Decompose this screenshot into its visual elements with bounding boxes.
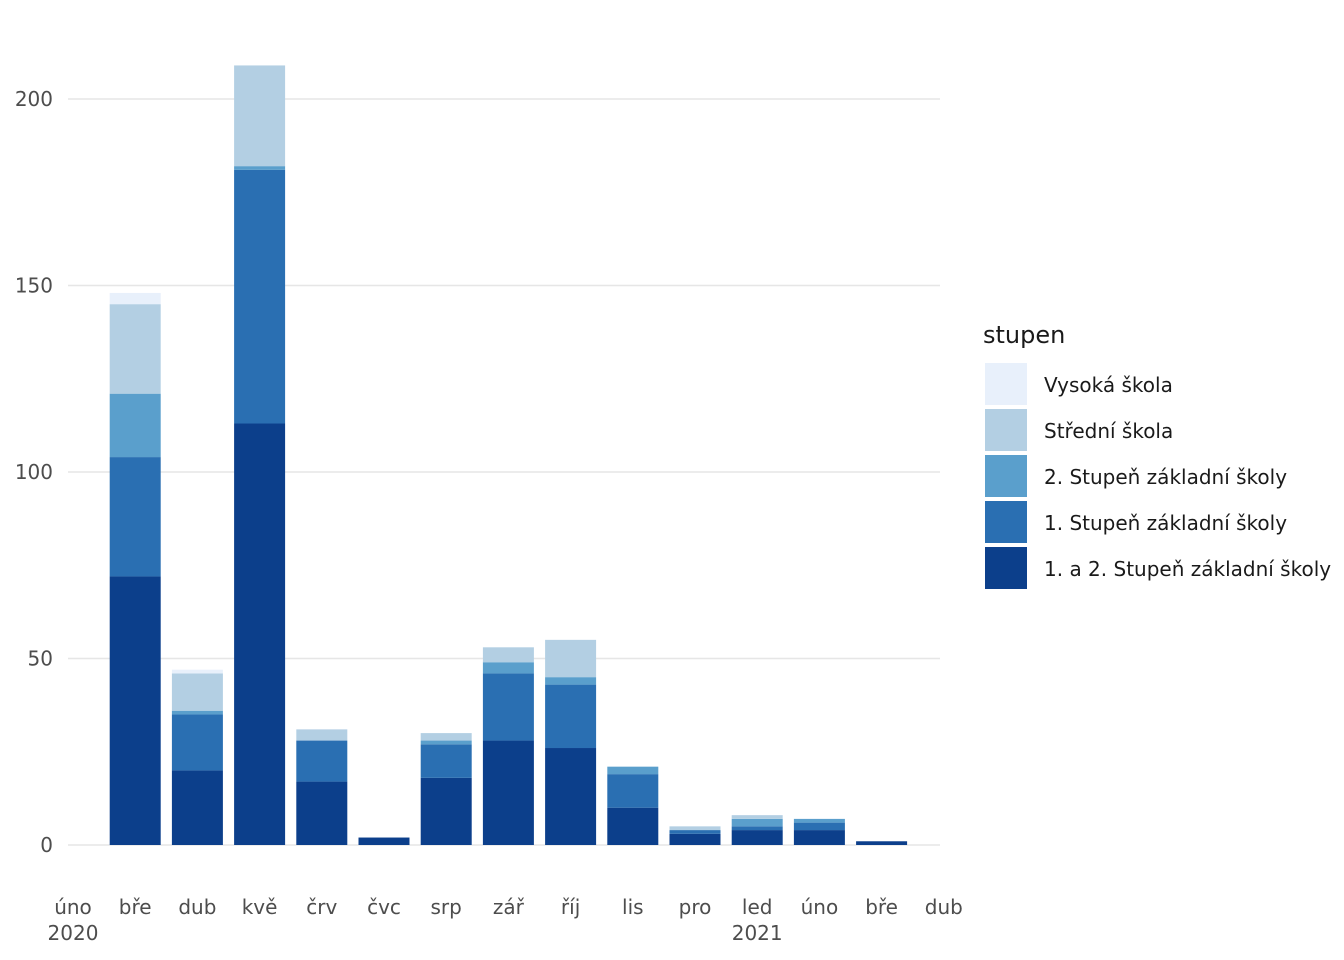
x-tick-label: říj [561, 895, 580, 919]
bar-segment-2020-05-s2 [234, 166, 286, 170]
bar-segment-2020-10-s3 [545, 639, 597, 678]
x-tick-label: úno [801, 895, 839, 919]
bar-segment-2021-01-s0 [731, 830, 783, 845]
bar-segment-2020-04-s4 [171, 669, 223, 674]
bar-segment-2020-06-s3 [296, 729, 348, 741]
bar-segment-2020-10-s1 [545, 684, 597, 749]
x-tick-label: črv [306, 895, 337, 919]
bar-segment-2020-05-s1 [234, 169, 286, 424]
x-tick-year-label: 2021 [732, 921, 783, 945]
x-tick-label: bře [865, 895, 898, 919]
x-tick-label: úno [54, 895, 92, 919]
bar-segment-2020-03-s3 [109, 304, 161, 394]
y-tick-label: 0 [40, 833, 53, 857]
bar-segment-2020-09-s2 [482, 662, 534, 674]
bar-segment-2020-12-s1 [669, 830, 721, 834]
bar-segment-2020-03-s2 [109, 393, 161, 458]
bar-segment-2020-12-s0 [669, 833, 721, 845]
y-tick-label: 150 [15, 274, 53, 298]
bar-segment-2020-10-s0 [545, 748, 597, 845]
bar-segment-2020-08-s0 [420, 777, 472, 845]
bar-segment-2021-02-s0 [793, 830, 845, 845]
bar-segment-2020-06-s0 [296, 781, 348, 845]
legend-label: Střední škola [1044, 419, 1173, 443]
bar-segment-2020-04-s0 [171, 770, 223, 845]
bar-segment-2020-10-s2 [545, 677, 597, 685]
bar-segment-2021-01-s2 [731, 818, 783, 827]
x-tick-label: dub [178, 895, 216, 919]
bars [109, 65, 908, 845]
bar-segment-2020-08-s3 [420, 733, 472, 741]
legend-swatch [985, 363, 1027, 405]
y-tick-label: 50 [28, 647, 53, 671]
y-tick-label: 200 [15, 87, 53, 111]
bar-segment-2020-08-s2 [420, 740, 472, 745]
bar-segment-2020-04-s1 [171, 714, 223, 771]
bar-segment-2020-03-s4 [109, 292, 161, 305]
bar-segment-2020-05-s0 [234, 423, 286, 845]
bar-segment-2020-09-s0 [482, 740, 534, 845]
legend-swatch [985, 409, 1027, 451]
bar-segment-2020-04-s2 [171, 710, 223, 715]
legend-label: Vysoká škola [1044, 373, 1173, 397]
legend-swatch [985, 455, 1027, 497]
bar-segment-2021-02-s1 [793, 822, 845, 831]
bar-segment-2020-04-s3 [171, 673, 223, 711]
x-tick-label: kvě [242, 895, 278, 919]
bar-segment-2020-09-s1 [482, 673, 534, 741]
x-tick-label: led [742, 895, 773, 919]
x-tick-label: čvc [367, 895, 401, 919]
bar-segment-2020-11-s1 [607, 774, 659, 808]
y-axis: 0 50 100 150 200 [15, 87, 53, 857]
bar-segment-2020-12-s3 [669, 826, 721, 831]
x-tick-label: dub [925, 895, 963, 919]
bar-segment-2020-05-s3 [234, 65, 286, 167]
bar-segment-2020-06-s1 [296, 740, 348, 782]
legend-swatch [985, 547, 1027, 589]
x-tick-label: pro [679, 895, 712, 919]
legend-label: 1. Stupeň základní školy [1044, 511, 1287, 535]
legend-swatch [985, 501, 1027, 543]
legend: stupen Vysoká škola Střední škola 2. Stupe… [983, 321, 1331, 589]
bar-segment-2020-08-s1 [420, 744, 472, 778]
bar-segment-2021-01-s3 [731, 815, 783, 819]
x-tick-year-label: 2020 [48, 921, 99, 945]
bar-segment-2020-07-s0 [358, 837, 410, 845]
legend-label: 1. a 2. Stupeň základní školy [1044, 557, 1331, 581]
x-tick-label: srp [431, 895, 462, 919]
x-tick-label: bře [119, 895, 152, 919]
bar-segment-2020-11-s0 [607, 807, 659, 845]
bar-segment-2021-01-s1 [731, 826, 783, 831]
bar-segment-2021-03-s0 [856, 841, 908, 845]
bar-segment-2020-03-s1 [109, 457, 161, 577]
legend-label: 2. Stupeň základní školy [1044, 465, 1287, 489]
x-tick-label: lis [622, 895, 644, 919]
y-tick-label: 100 [15, 460, 53, 484]
bar-segment-2020-11-s2 [607, 766, 659, 775]
bar-segment-2020-03-s0 [109, 576, 161, 845]
bar-segment-2021-02-s2 [793, 818, 845, 823]
bar-segment-2020-09-s3 [482, 647, 534, 663]
legend-title: stupen [983, 321, 1065, 349]
x-tick-label: zář [493, 895, 525, 919]
